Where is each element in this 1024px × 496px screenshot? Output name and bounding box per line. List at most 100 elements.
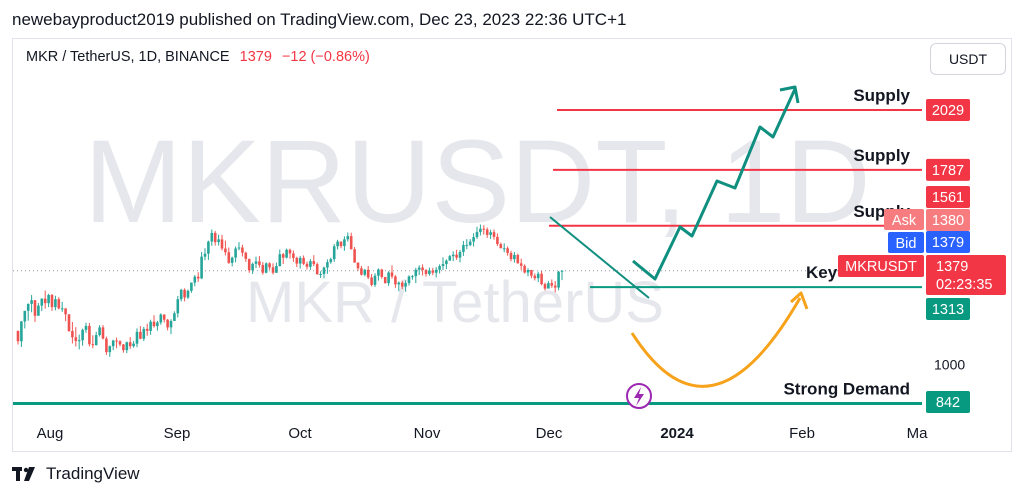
candle xyxy=(23,310,27,329)
bid-value: 1379 xyxy=(932,235,964,251)
price-change: −12 (−0.86%) xyxy=(281,49,370,65)
candle xyxy=(533,273,537,281)
candle xyxy=(176,295,180,318)
candle xyxy=(74,327,78,347)
candle xyxy=(336,239,339,250)
candle xyxy=(329,257,333,264)
candle xyxy=(404,280,407,292)
level-badge: 1313 xyxy=(932,302,964,318)
level-label-supply: Supply xyxy=(853,146,910,165)
candle xyxy=(132,340,135,348)
candle xyxy=(64,308,67,322)
candle xyxy=(139,326,142,340)
candle xyxy=(275,262,278,273)
candle xyxy=(292,250,295,262)
watermark-pair: MKR / TetherUS xyxy=(246,270,664,335)
candle xyxy=(339,241,343,249)
candle xyxy=(186,289,190,299)
candle xyxy=(20,320,23,347)
candle xyxy=(285,248,288,259)
footer-brand: TradingView xyxy=(12,462,140,486)
candle xyxy=(125,341,129,354)
candle xyxy=(105,336,108,355)
level-badge: 842 xyxy=(936,395,960,411)
candle xyxy=(468,239,472,247)
candle xyxy=(363,269,367,277)
candle xyxy=(448,254,452,261)
candle xyxy=(88,322,91,347)
candle xyxy=(553,281,557,293)
candle xyxy=(502,243,506,253)
level-badge-bg xyxy=(926,158,970,181)
candle xyxy=(530,269,533,279)
candle xyxy=(540,271,543,286)
candle xyxy=(173,311,176,321)
candle xyxy=(499,242,503,249)
x-tick-label: 2024 xyxy=(660,425,694,442)
x-tick-label: Aug xyxy=(37,425,64,442)
candle xyxy=(431,267,435,276)
last-price: 1379 xyxy=(239,49,272,65)
projection-arrowhead xyxy=(779,85,800,104)
bar-countdown: 02:23:35 xyxy=(936,277,992,293)
candle xyxy=(281,252,285,265)
candle xyxy=(60,301,64,312)
candle xyxy=(428,267,431,276)
symbol-legend: MKR / TetherUS, 1D, BINANCE 1379 −12 (−0… xyxy=(26,49,370,65)
last-price-bg xyxy=(926,255,1006,295)
candle xyxy=(118,340,122,347)
candle xyxy=(397,281,401,292)
ask-value-bg xyxy=(926,209,970,231)
candle xyxy=(298,255,302,269)
candle xyxy=(33,299,37,322)
candle xyxy=(434,267,438,278)
candle xyxy=(400,280,404,290)
candle xyxy=(183,288,186,302)
candle xyxy=(295,256,299,268)
currency-button[interactable]: USDT xyxy=(930,43,1006,75)
candle xyxy=(237,242,241,251)
last-price-value: 1379 xyxy=(936,259,968,275)
candle xyxy=(258,255,261,268)
level-badge: 1787 xyxy=(932,163,964,179)
candle xyxy=(346,232,350,242)
publisher-line: newebayproduct2019 published on TradingV… xyxy=(12,10,627,29)
x-tick-label: Dec xyxy=(536,425,563,442)
candle xyxy=(247,258,251,273)
level-badge-bg xyxy=(926,298,970,320)
candle xyxy=(224,240,227,256)
candle xyxy=(506,246,509,256)
candle xyxy=(383,276,387,284)
candle xyxy=(43,290,47,309)
candle xyxy=(271,263,275,275)
demand-curve-arrowhead xyxy=(789,291,809,310)
candle xyxy=(251,262,254,274)
price-axis-label: 1000 xyxy=(934,356,965,372)
candle xyxy=(149,319,152,335)
candle xyxy=(496,233,499,247)
candle xyxy=(492,229,496,240)
candle xyxy=(50,294,54,311)
x-tick-label: Nov xyxy=(414,425,441,442)
candle xyxy=(71,321,74,344)
candle xyxy=(414,267,418,284)
candle xyxy=(230,256,234,267)
candle xyxy=(264,262,268,274)
candle xyxy=(455,249,458,260)
candle xyxy=(207,240,210,260)
candle xyxy=(479,224,482,236)
chart-panel[interactable] xyxy=(12,38,1012,452)
candle xyxy=(445,259,448,270)
trendline xyxy=(549,216,650,299)
bid-label: Bid xyxy=(896,236,917,252)
candle xyxy=(305,261,309,270)
candle xyxy=(213,230,217,246)
candle xyxy=(169,319,173,335)
candle xyxy=(261,262,265,275)
candle xyxy=(67,314,71,332)
candle xyxy=(360,265,363,276)
level-badge-bg xyxy=(926,391,970,413)
candle xyxy=(441,257,445,271)
bid-tag-bg xyxy=(888,232,924,253)
